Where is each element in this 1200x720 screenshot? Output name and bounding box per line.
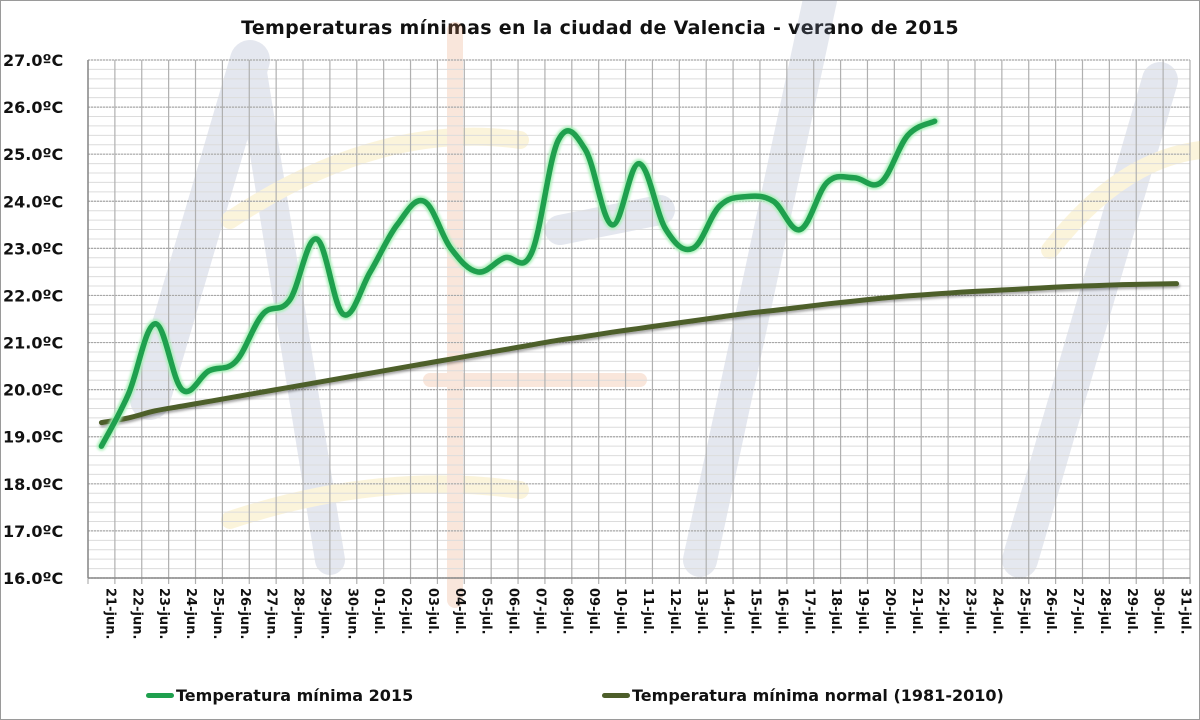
x-tick-label: 01-jul. bbox=[371, 588, 386, 635]
x-tick-label: 03-jul. bbox=[425, 588, 440, 635]
x-tick-label: 04-jul. bbox=[452, 588, 467, 635]
legend-swatch-2015 bbox=[146, 693, 174, 698]
x-tick-label: 31-jul. bbox=[1178, 588, 1193, 635]
legend-swatch-normal bbox=[602, 693, 630, 698]
x-tick-label: 15-jul. bbox=[748, 588, 763, 635]
x-tick-label: 28-jun. bbox=[291, 588, 306, 639]
y-tick-label: 26.0ºC bbox=[3, 98, 63, 117]
series-2015-line bbox=[98, 118, 938, 449]
x-tick-label: 16-jul. bbox=[774, 588, 789, 635]
x-tick-label: 28-jul. bbox=[1097, 588, 1112, 635]
y-tick-label: 27.0ºC bbox=[3, 51, 63, 70]
aemet-watermark bbox=[130, 0, 1200, 608]
x-tick-label: 21-jul. bbox=[909, 588, 924, 635]
x-tick-label: 29-jun. bbox=[317, 588, 332, 639]
x-tick-label: 14-jul. bbox=[721, 588, 736, 635]
y-tick-label: 19.0ºC bbox=[3, 428, 63, 447]
x-tick-label: 29-jul. bbox=[1124, 588, 1139, 635]
x-tick-label: 27-jun. bbox=[264, 588, 279, 639]
y-axis-ticks: 16.0ºC 17.0ºC 18.0ºC 19.0ºC 20.0ºC 21.0ºC 22.0… bbox=[3, 51, 63, 588]
legend-label-2015: Temperatura mínima 2015 bbox=[176, 686, 414, 705]
x-tick-label: 02-jul. bbox=[398, 588, 413, 635]
x-tick-label: 20-jul. bbox=[882, 588, 897, 635]
x-tick-label: 25-jul. bbox=[1016, 588, 1031, 635]
x-tick-label: 24-jul. bbox=[989, 588, 1004, 635]
x-tick-label: 11-jul. bbox=[640, 588, 655, 635]
watermark-stroke bbox=[235, 45, 345, 575]
series-lines bbox=[96, 116, 1180, 451]
y-tick-label: 18.0ºC bbox=[3, 475, 63, 494]
x-tick-label: 05-jul. bbox=[479, 588, 494, 635]
x-tick-label: 22-jun. bbox=[129, 588, 144, 639]
x-tick-label: 27-jul. bbox=[1070, 588, 1085, 635]
y-tick-label: 25.0ºC bbox=[3, 145, 63, 164]
x-tick-label: 12-jul. bbox=[667, 588, 682, 635]
legend-item-2015: Temperatura mínima 2015 bbox=[146, 686, 413, 705]
watermark-stroke bbox=[221, 475, 529, 529]
x-tick-label: 08-jul. bbox=[559, 588, 574, 635]
y-tick-label: 24.0ºC bbox=[3, 192, 63, 211]
x-tick-label: 09-jul. bbox=[586, 588, 601, 635]
x-tick-label: 19-jul. bbox=[855, 588, 870, 635]
x-tick-label: 26-jul. bbox=[1043, 588, 1058, 635]
x-tick-label: 22-jul. bbox=[936, 588, 951, 635]
x-axis-ticks: 21-jun. 22-jun. 23-jun. 24-jun. 25-jun. 26-ju… bbox=[102, 588, 1192, 639]
x-tick-label: 26-jun. bbox=[237, 588, 252, 639]
legend-label-normal: Temperatura mínima normal (1981-2010) bbox=[632, 686, 1004, 705]
legend-item-normal: Temperatura mínima normal (1981-2010) bbox=[602, 686, 1004, 705]
x-tick-label: 18-jul. bbox=[828, 588, 843, 635]
x-tick-label: 30-jul. bbox=[1151, 588, 1166, 635]
x-tick-label: 25-jun. bbox=[210, 588, 225, 639]
x-tick-label: 07-jul. bbox=[532, 588, 547, 635]
watermark-stroke bbox=[221, 127, 529, 229]
x-tick-label: 24-jun. bbox=[183, 588, 198, 639]
x-tick-label: 13-jul. bbox=[694, 588, 709, 635]
x-tick-label: 23-jun. bbox=[156, 588, 171, 639]
axes bbox=[87, 60, 1190, 579]
x-tick-label: 23-jul. bbox=[963, 588, 978, 635]
y-tick-label: 20.0ºC bbox=[3, 381, 63, 400]
series-normal-line bbox=[98, 281, 1180, 426]
x-tick-label: 06-jul. bbox=[506, 588, 521, 635]
x-tick-label: 10-jul. bbox=[613, 588, 628, 635]
y-tick-label: 17.0ºC bbox=[3, 522, 63, 541]
y-tick-label: 22.0ºC bbox=[3, 286, 63, 305]
x-tick-label: 17-jul. bbox=[801, 588, 816, 635]
x-tick-label: 30-jun. bbox=[344, 588, 359, 639]
watermark-stroke bbox=[1002, 62, 1178, 578]
x-tick-label: 21-jun. bbox=[102, 588, 117, 639]
chart-title: Temperaturas mínimas en la ciudad de Val… bbox=[241, 17, 959, 39]
y-tick-label: 21.0ºC bbox=[3, 334, 63, 353]
y-tick-label: 16.0ºC bbox=[3, 569, 63, 588]
y-tick-label: 23.0ºC bbox=[3, 239, 63, 258]
vertical-gridlines bbox=[87, 60, 1191, 584]
